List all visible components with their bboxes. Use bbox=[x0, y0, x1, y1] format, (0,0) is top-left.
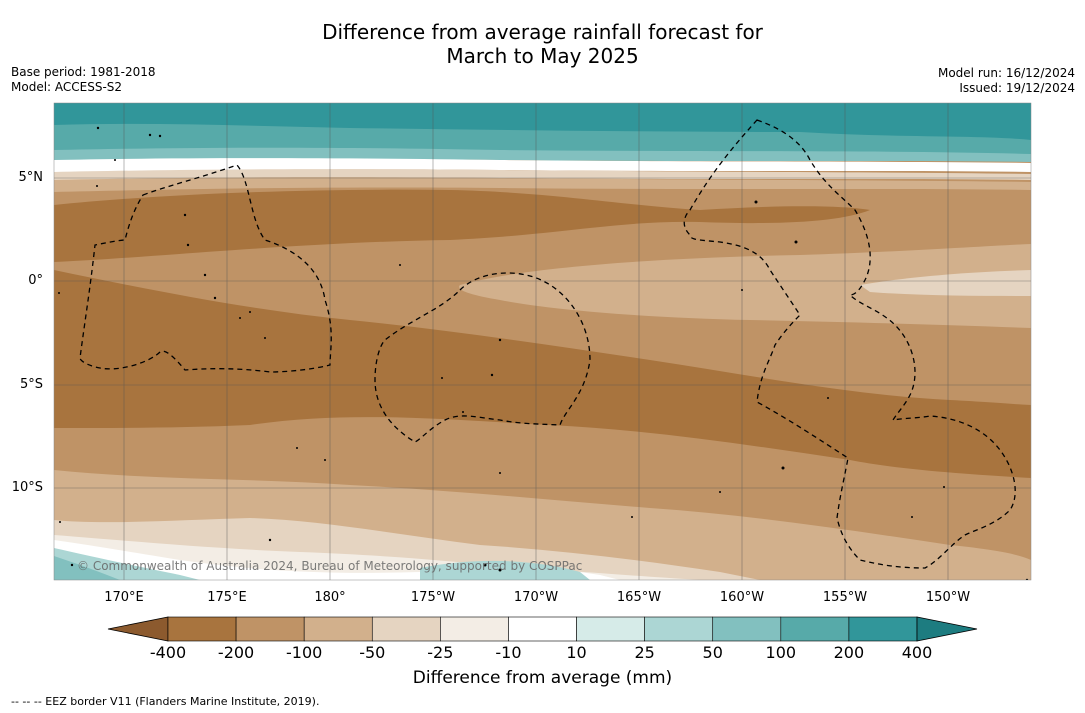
colorbar-segment bbox=[235, 616, 305, 642]
eez-borders bbox=[79, 119, 1016, 569]
colorbar-segment bbox=[576, 616, 645, 642]
copyright-notice: © Commonwealth of Australia 2024, Bureau… bbox=[77, 559, 583, 573]
lat-label-10s: 10°S bbox=[11, 480, 43, 495]
rainfall-band-light-central bbox=[459, 244, 1031, 328]
rainfall-band-very-wet-north bbox=[54, 103, 1031, 140]
map-title: Difference from average rainfall forecas… bbox=[0, 20, 1085, 68]
rainfall-band-slightly-dry-east bbox=[860, 270, 1031, 296]
colorbar-tick-label: -200 bbox=[217, 643, 255, 662]
rainfall-band-very-dry-north bbox=[54, 189, 870, 262]
meta-left: Base period: 1981-2018 Model: ACCESS-S2 bbox=[11, 65, 156, 95]
lon-label-150w: 150°W bbox=[925, 590, 971, 605]
colorbar-segment bbox=[848, 616, 918, 642]
colorbar-tick-label: -100 bbox=[286, 643, 323, 662]
colorbar-segment bbox=[303, 616, 373, 642]
colorbar-segment bbox=[712, 616, 782, 642]
issued-date: Issued: 19/12/2024 bbox=[959, 81, 1075, 95]
lat-label-5s: 5°S bbox=[19, 377, 43, 392]
rainfall-band-very-wet-southwest bbox=[54, 556, 120, 580]
lon-label-165w: 165°W bbox=[616, 590, 662, 605]
lon-label-175e: 175°E bbox=[207, 590, 247, 605]
colorbar-arrow-low bbox=[107, 616, 169, 642]
title-line-2: March to May 2025 bbox=[446, 44, 639, 68]
eez-tokelau bbox=[374, 272, 591, 443]
colorbar-segment bbox=[644, 616, 714, 642]
colorbar-tick-label: 400 bbox=[901, 643, 933, 662]
lon-label-170e: 170°E bbox=[104, 590, 144, 605]
lon-label-175w: 175°W bbox=[410, 590, 456, 605]
colorbar-tick-label: 50 bbox=[702, 643, 723, 662]
eez-kiribati-line-islands bbox=[683, 119, 1016, 569]
colorbar-tick-label: 100 bbox=[765, 643, 797, 662]
colorbar-segment bbox=[508, 616, 577, 642]
lat-label-5n: 5°N bbox=[18, 170, 44, 185]
colorbar-tick-label: -25 bbox=[427, 643, 454, 662]
meta-right: Model run: 16/12/2024 Issued: 19/12/2024 bbox=[938, 66, 1075, 96]
colorbar bbox=[107, 616, 978, 642]
lon-label-180: 180° bbox=[314, 590, 346, 605]
graticule bbox=[54, 103, 1031, 580]
colorbar-tick-label: 200 bbox=[833, 643, 865, 662]
colorbar-segment bbox=[167, 616, 237, 642]
footnote-eez-legend: -- -- -- EEZ border V11 (Flanders Marine… bbox=[11, 695, 320, 708]
eez-tuvalu bbox=[79, 164, 332, 373]
islands bbox=[58, 126, 1029, 580]
lon-label-170w: 170°W bbox=[513, 590, 559, 605]
colorbar-tick-label: -400 bbox=[149, 643, 187, 662]
rainfall-band-very-dry-central bbox=[54, 270, 1031, 478]
map-frame bbox=[53, 102, 1032, 581]
rainfall-band-slightly-dry-north bbox=[54, 169, 1031, 182]
model-name: Model: ACCESS-S2 bbox=[11, 80, 123, 94]
title-line-1: Difference from average rainfall forecas… bbox=[322, 20, 763, 44]
rainfall-band-dry-north bbox=[54, 177, 1031, 192]
lon-label-160w: 160°W bbox=[719, 590, 765, 605]
colorbar-tick-label: -50 bbox=[359, 643, 386, 662]
colorbar-segment bbox=[440, 616, 509, 642]
colorbar-tick-label: 25 bbox=[634, 643, 655, 662]
colorbar-arrow-high bbox=[916, 616, 978, 642]
model-run-date: Model run: 16/12/2024 bbox=[937, 66, 1075, 80]
colorbar-tick-label: -10 bbox=[495, 643, 522, 662]
colorbar-segment bbox=[371, 616, 441, 642]
colorbar-title: Difference from average (mm) bbox=[412, 668, 673, 688]
lat-label-equator: 0° bbox=[28, 273, 43, 288]
base-period: Base period: 1981-2018 bbox=[11, 65, 156, 79]
colorbar-tick-label: 10 bbox=[566, 643, 587, 662]
rainfall-band-wet-south-central bbox=[420, 560, 590, 580]
colorbar-segment bbox=[780, 616, 850, 642]
lon-label-155w: 155°W bbox=[822, 590, 868, 605]
rainfall-band-neutral-north bbox=[54, 158, 1031, 174]
rainfall-field bbox=[54, 103, 1031, 580]
